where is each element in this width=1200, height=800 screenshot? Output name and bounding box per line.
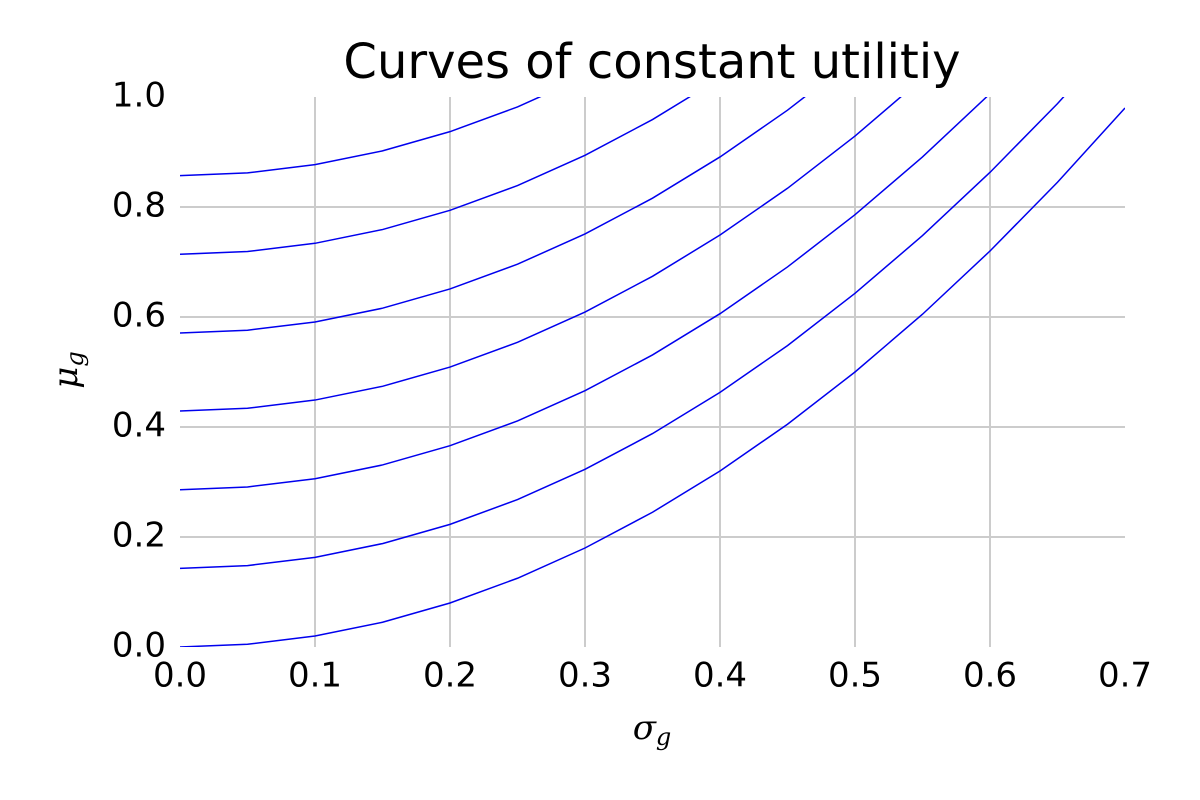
x-axis-label: σg bbox=[633, 708, 672, 751]
curve bbox=[180, 97, 1065, 570]
y-axis-label: μg bbox=[46, 351, 89, 388]
y-tick-label: 0.8 bbox=[112, 186, 166, 226]
x-tick-label: 0.4 bbox=[693, 656, 747, 696]
y-label-symbol: μ bbox=[46, 367, 86, 389]
curve bbox=[180, 97, 806, 334]
y-tick-label: 0.2 bbox=[112, 516, 166, 556]
curve bbox=[180, 97, 902, 412]
chart-title: Curves of constant utilitiy bbox=[343, 34, 960, 90]
curve bbox=[180, 107, 1125, 647]
y-tick-label: 0.4 bbox=[112, 406, 166, 446]
x-tick-label: 0.1 bbox=[288, 656, 342, 696]
y-tick-label: 1.0 bbox=[112, 76, 166, 116]
curve bbox=[180, 97, 988, 491]
curve bbox=[180, 97, 542, 177]
x-label-sub: g bbox=[656, 723, 671, 751]
curve bbox=[180, 97, 691, 256]
y-label-sub: g bbox=[61, 351, 89, 366]
x-tick-label: 0.5 bbox=[828, 656, 882, 696]
x-tick-label: 0.6 bbox=[963, 656, 1017, 696]
y-tick-label: 0.0 bbox=[112, 626, 166, 666]
x-tick-label: 0.2 bbox=[423, 656, 477, 696]
x-tick-label: 0.0 bbox=[153, 656, 207, 696]
x-tick-label: 0.7 bbox=[1098, 656, 1152, 696]
x-tick-label: 0.3 bbox=[558, 656, 612, 696]
x-label-symbol: σ bbox=[633, 708, 657, 748]
y-tick-label: 0.6 bbox=[112, 296, 166, 336]
